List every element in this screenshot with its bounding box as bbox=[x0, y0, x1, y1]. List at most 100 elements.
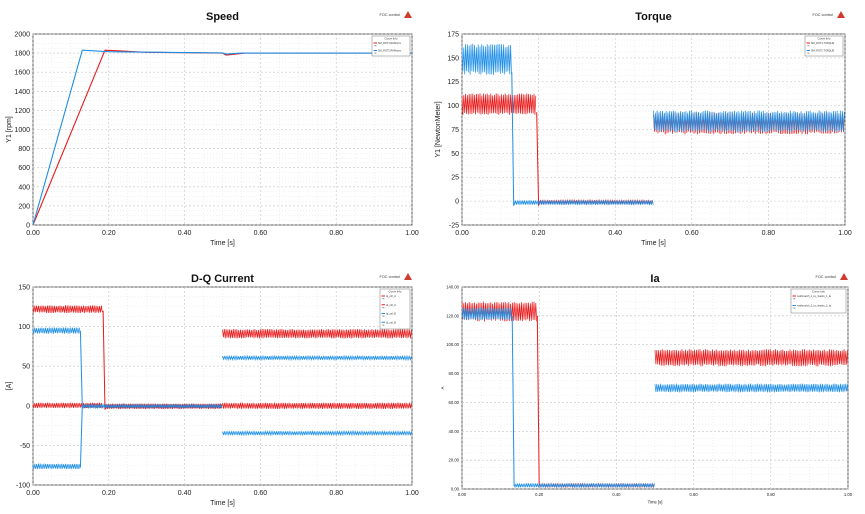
y-tick-label: 80.00 bbox=[449, 371, 460, 376]
x-tick-label: 1.00 bbox=[405, 230, 419, 237]
legend-entry: Iq_ctrl_A bbox=[386, 295, 396, 298]
y-tick-label: 1400 bbox=[14, 89, 30, 96]
warning-triangle-icon[interactable] bbox=[840, 273, 848, 280]
x-axis-label: Time [s] bbox=[210, 500, 235, 507]
y-tick-label: 0 bbox=[455, 199, 459, 206]
legend-title: Curve Info bbox=[389, 290, 402, 294]
series-line bbox=[33, 49, 412, 225]
x-tick-label: 0.60 bbox=[685, 230, 699, 237]
series-trace bbox=[33, 404, 412, 470]
y-axis-label: Y1 [NewtonMeter] bbox=[435, 101, 442, 157]
y-tick-label: 150 bbox=[18, 284, 30, 291]
x-tick-label: 1.00 bbox=[838, 230, 852, 237]
legend-entry: SM_ROT1.RAM/rpm bbox=[378, 42, 401, 45]
chart-ia: 0.00 0.20 0.40 0.60 0.80 1.00 0.00 20.00 40.00 60… bbox=[440, 273, 853, 504]
y-tick-label: 140.00 bbox=[446, 284, 459, 289]
legend[interactable]: Curve InfoIq_ctrl_ATRId_ctrl_ATRIq_ctrl_… bbox=[379, 288, 411, 330]
legend-sub: TR bbox=[374, 53, 377, 55]
foc-badge: FOC control bbox=[380, 13, 401, 17]
legend-entry: Id_ctrl_A bbox=[386, 304, 396, 307]
x-tick-label: 0.80 bbox=[767, 492, 776, 497]
legend[interactable]: Curve InfoSM_ROT1.RAM/rpmTRSM_ROT2.RAM/r… bbox=[371, 35, 411, 57]
x-tick-label: 0.80 bbox=[329, 490, 343, 497]
y-tick-label: 25 bbox=[451, 175, 459, 182]
x-tick-label: 0.60 bbox=[254, 490, 268, 497]
y-axis-label: [A] bbox=[6, 382, 13, 391]
y-tick-label: 100 bbox=[18, 324, 30, 331]
x-tick-label: 0.00 bbox=[26, 230, 40, 237]
x-tick-label: 0.00 bbox=[26, 490, 40, 497]
foc-badge: FOC control bbox=[813, 13, 834, 17]
series-transition bbox=[511, 72, 515, 206]
x-tick-label: 0.40 bbox=[178, 490, 192, 497]
series-group bbox=[462, 43, 845, 206]
y-tick-label: -25 bbox=[449, 222, 459, 229]
x-tick-label: 0.40 bbox=[608, 230, 622, 237]
y-tick-label: 1800 bbox=[14, 51, 30, 58]
y-tick-label: 1000 bbox=[14, 127, 30, 134]
legend-sub: TR bbox=[374, 46, 377, 48]
y-tick-label: 125 bbox=[447, 79, 459, 86]
y-tick-label: 50 bbox=[22, 364, 30, 371]
legend[interactable]: Curve InfoSM_ROT1.TORQUETRSM_ROT2.TORQUE… bbox=[804, 35, 844, 57]
foc-badge: FOC control bbox=[380, 275, 401, 279]
chart-title: D-Q Current bbox=[191, 273, 254, 285]
y-tick-label: 150 bbox=[447, 55, 459, 62]
chart-title: Torque bbox=[635, 11, 671, 23]
y-tick-label: 40.00 bbox=[449, 429, 460, 434]
x-axis-label: Time [s] bbox=[641, 240, 666, 247]
x-tick-label: 0.80 bbox=[762, 230, 776, 237]
series-trace bbox=[462, 307, 848, 489]
chart-title: Ia bbox=[650, 273, 660, 285]
y-tick-label: 1600 bbox=[14, 70, 30, 77]
x-tick-label: 0.60 bbox=[254, 230, 268, 237]
legend-title: Curve Info bbox=[812, 290, 825, 294]
legend-entry: SM_ROT1.TORQUE bbox=[811, 42, 834, 45]
x-tick-label: 0.40 bbox=[612, 492, 621, 497]
foc-badge: FOC control bbox=[816, 275, 837, 279]
legend-entry: SM_ROT2.RAM/rpm bbox=[378, 50, 401, 53]
y-tick-label: 100.00 bbox=[446, 342, 459, 347]
legend-entry: SM_ROT2.TORQUE bbox=[811, 50, 834, 53]
y-axis-label: Y1 [rpm] bbox=[6, 116, 13, 143]
x-tick-label: 0.20 bbox=[102, 230, 116, 237]
legend-sub: TR bbox=[382, 307, 385, 309]
chart-title: Speed bbox=[206, 11, 239, 23]
chart-torque: 0.00 0.20 0.40 0.60 0.80 1.00 -25 0 25 50 75 100 125… bbox=[435, 11, 852, 247]
x-tick-label: 0.80 bbox=[329, 230, 343, 237]
warning-triangle-icon[interactable] bbox=[404, 273, 412, 280]
legend-sub: TR bbox=[807, 53, 810, 55]
y-tick-label: 400 bbox=[18, 184, 30, 191]
series-transition bbox=[536, 112, 540, 206]
x-tick-label: 0.40 bbox=[178, 230, 192, 237]
y-tick-label: 50 bbox=[451, 151, 459, 158]
y-tick-label: 60.00 bbox=[449, 400, 460, 405]
legend-sub: TR bbox=[382, 325, 385, 327]
series-group bbox=[33, 49, 412, 225]
series-transition bbox=[102, 310, 106, 410]
x-axis-label: Time [s] bbox=[648, 499, 663, 504]
series-trace bbox=[462, 43, 845, 205]
y-axis-label: A bbox=[440, 386, 445, 389]
x-tick-label: 0.20 bbox=[532, 230, 546, 237]
chart-dq: 0.00 0.20 0.40 0.60 0.80 1.00 -100 -50 0 50 100 150… bbox=[6, 273, 419, 507]
legend-sub: TR bbox=[382, 299, 385, 301]
legend-entry: mathmatch_1_Ia_rmarks_1_Ia bbox=[797, 295, 832, 298]
y-tick-label: 2000 bbox=[14, 31, 30, 38]
x-tick-label: 1.00 bbox=[405, 490, 419, 497]
y-tick-label: 120.00 bbox=[446, 313, 459, 318]
legend-sub: TR bbox=[807, 46, 810, 48]
series-group bbox=[33, 305, 412, 470]
legend-title: Curve Info bbox=[818, 37, 831, 41]
warning-triangle-icon[interactable] bbox=[404, 11, 412, 18]
y-tick-label: 100 bbox=[447, 103, 459, 110]
warning-triangle-icon[interactable] bbox=[837, 11, 845, 18]
legend-entry: mathmatch_2_Ia_rmarks_2_Ia bbox=[797, 305, 832, 308]
x-axis-label: Time [s] bbox=[210, 240, 235, 247]
y-tick-label: -50 bbox=[20, 443, 30, 450]
series-transition bbox=[536, 315, 540, 487]
legend-sub: TR bbox=[793, 299, 796, 301]
